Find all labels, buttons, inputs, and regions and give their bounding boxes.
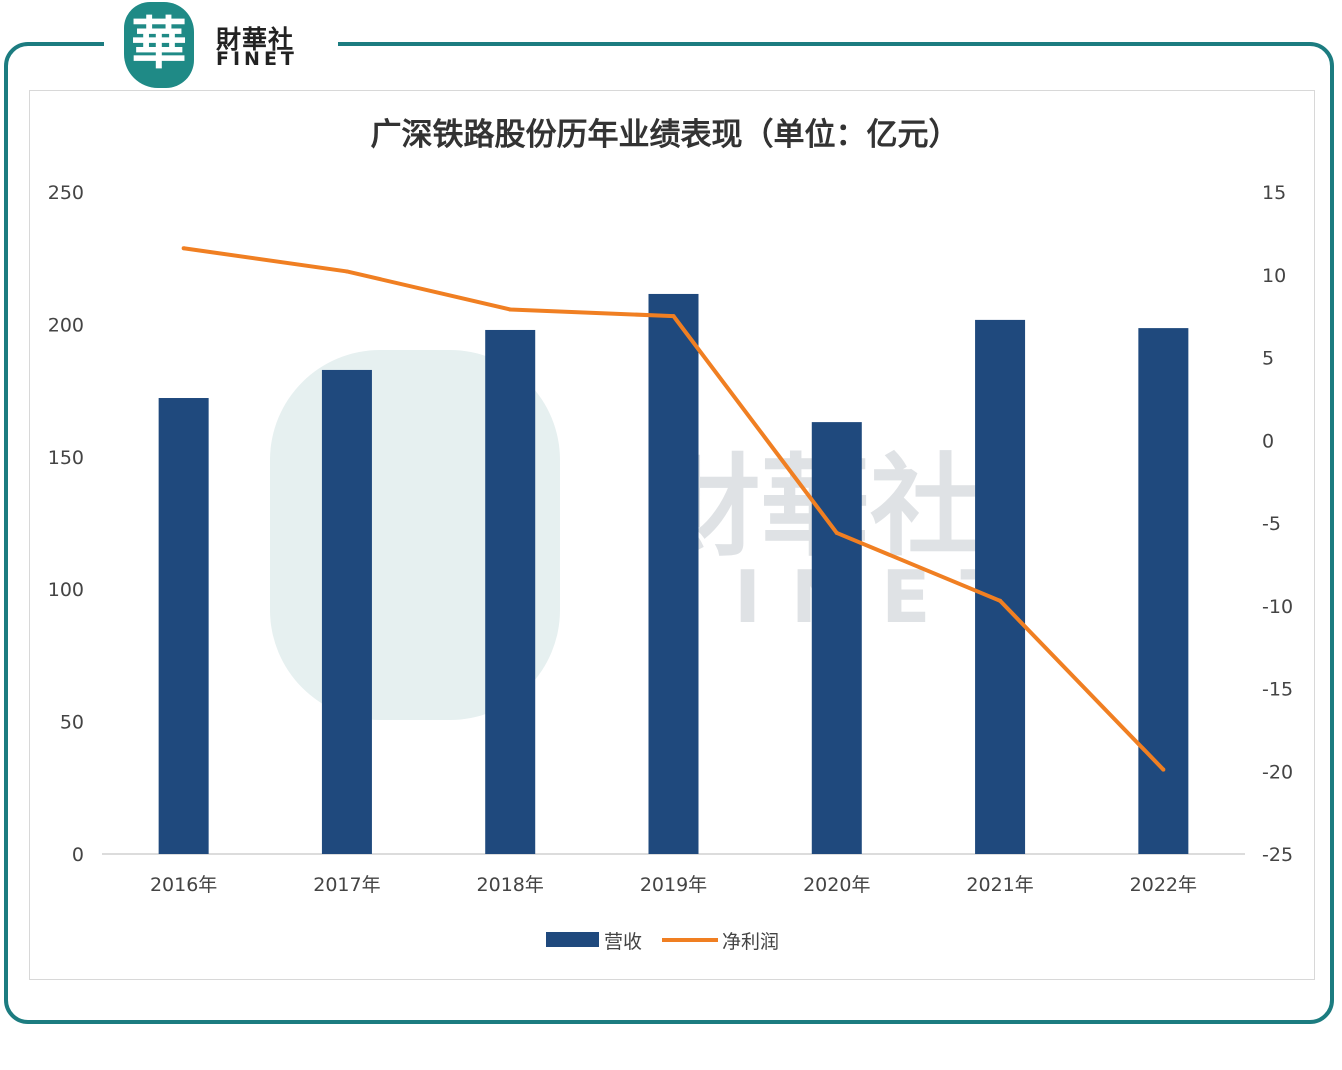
y-right-tick-label: 10 [1262, 265, 1286, 287]
y-right-tick-label: 0 [1262, 430, 1274, 452]
profit-point-2020年 [834, 530, 839, 535]
y-left-tick-label: 150 [48, 447, 84, 469]
legend-swatch-revenue [546, 932, 599, 947]
y-left-tick-label: 200 [48, 314, 84, 336]
profit-point-2019年 [671, 314, 676, 319]
profit-point-2017年 [344, 269, 349, 274]
y-right-tick-label: -5 [1262, 513, 1281, 535]
x-tick-label: 2016年 [150, 874, 217, 896]
x-tick-label: 2020年 [803, 874, 870, 896]
bar-2021年 [975, 319, 1026, 854]
y-right-tick-label: 15 [1262, 182, 1286, 204]
y-left-tick-label: 100 [48, 579, 84, 601]
profit-point-2021年 [998, 598, 1003, 603]
profit-point-2022年 [1161, 767, 1166, 772]
bar-2019年 [648, 293, 699, 854]
legend: 营收 净利润 [546, 931, 779, 953]
bar-2017年 [321, 369, 372, 854]
chart-title: 广深铁路股份历年业绩表现（单位：亿元） [371, 117, 960, 153]
y-left-tick-label: 250 [48, 182, 84, 204]
legend-label-profit: 净利润 [722, 931, 779, 953]
bar-2020年 [811, 422, 862, 854]
bar-2016年 [158, 398, 209, 854]
frame-border [4, 42, 1334, 1024]
x-tick-label: 2017年 [313, 874, 380, 896]
legend-label-revenue: 营收 [604, 931, 642, 953]
y-right-tick-label: -15 [1262, 679, 1293, 701]
profit-point-2016年 [181, 246, 186, 251]
y-left-tick-label: 50 [60, 712, 84, 734]
logo-name-en: FINET [216, 48, 298, 70]
x-tick-label: 2022年 [1130, 874, 1197, 896]
y-right-tick-label: -10 [1262, 596, 1293, 618]
finet-logo-badge: 華 [124, 2, 194, 88]
profit-point-2018年 [508, 307, 513, 312]
x-tick-label: 2018年 [477, 874, 544, 896]
bar-2018年 [485, 329, 536, 854]
y-right-tick-label: -20 [1262, 761, 1293, 783]
y-right-tick-label: 5 [1262, 348, 1274, 370]
y-right-tick-label: -25 [1262, 844, 1293, 866]
logo-name-cn: 財華社 [216, 25, 295, 54]
x-tick-label: 2019年 [640, 874, 707, 896]
x-tick-label: 2021年 [966, 874, 1033, 896]
bar-2022年 [1138, 328, 1189, 855]
y-left-tick-label: 0 [72, 844, 84, 866]
